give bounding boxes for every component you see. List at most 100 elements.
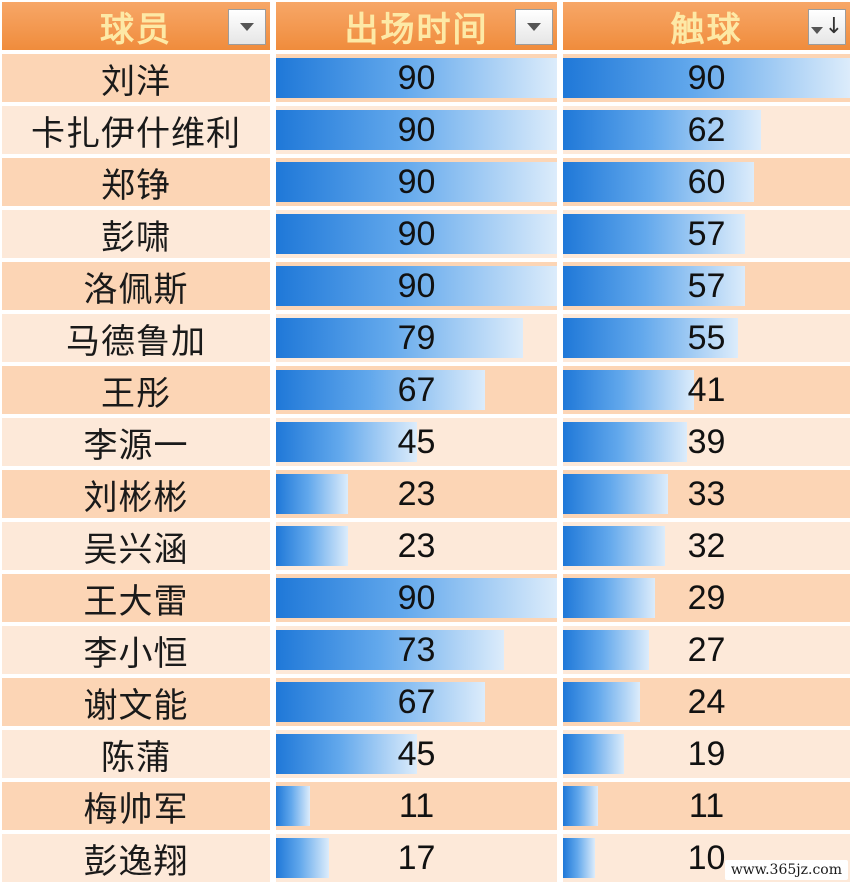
player-name: 刘彬彬 [83,477,189,518]
minutes-cell[interactable]: 73 [276,626,557,674]
table-row: 谢文能 67 24 [0,676,852,728]
touches-value: 62 [687,110,726,149]
touches-data-bar [563,838,595,878]
minutes-cell[interactable]: 79 [276,314,557,362]
touches-data-bar [563,214,745,254]
sort-descending-icon[interactable]: ↓ [808,9,846,45]
touches-value: 10 [687,838,726,877]
table-row: 郑铮 90 60 [0,156,852,208]
table-row: 卡扎伊什维利 90 62 [0,104,852,156]
minutes-data-bar [276,110,557,150]
player-name-cell[interactable]: 梅帅军 [2,782,270,830]
minutes-cell[interactable]: 23 [276,522,557,570]
touches-cell[interactable]: 24 [563,678,850,726]
minutes-cell[interactable]: 67 [276,366,557,414]
minutes-cell[interactable]: 90 [276,158,557,206]
player-name-cell[interactable]: 王彤 [2,366,270,414]
player-name: 谢文能 [83,685,189,726]
minutes-cell[interactable]: 90 [276,210,557,258]
player-name-cell[interactable]: 刘洋 [2,54,270,102]
player-name-cell[interactable]: 吴兴涵 [2,522,270,570]
touches-data-bar [563,578,655,618]
minutes-value: 90 [397,58,436,97]
minutes-value: 79 [397,318,436,357]
minutes-data-bar [276,682,485,722]
touches-cell[interactable]: 41 [563,366,850,414]
minutes-value: 73 [397,630,436,669]
minutes-cell[interactable]: 45 [276,418,557,466]
player-name-cell[interactable]: 郑铮 [2,158,270,206]
player-name: 卡扎伊什维利 [31,113,241,154]
touches-cell[interactable]: 29 [563,574,850,622]
player-name-cell[interactable]: 陈蒲 [2,730,270,778]
touches-cell[interactable]: 19 [563,730,850,778]
touches-data-bar [563,318,738,358]
player-name-cell[interactable]: 李源一 [2,418,270,466]
minutes-value: 67 [397,682,436,721]
touches-data-bar [563,162,754,202]
minutes-value: 90 [397,578,436,617]
player-name: 郑铮 [101,165,171,206]
header-player[interactable]: 球员 [2,2,270,50]
player-name-cell[interactable]: 彭啸 [2,210,270,258]
header-touches[interactable]: 触球 ↓ [563,2,850,50]
touches-data-bar [563,682,640,722]
touches-cell[interactable]: 60 [563,158,850,206]
player-name-cell[interactable]: 谢文能 [2,678,270,726]
minutes-cell[interactable]: 90 [276,106,557,154]
table-row: 李源一 45 39 [0,416,852,468]
header-minutes[interactable]: 出场时间 [276,2,557,50]
minutes-cell[interactable]: 17 [276,834,557,882]
minutes-cell[interactable]: 23 [276,470,557,518]
minutes-value: 90 [397,110,436,149]
player-name-cell[interactable]: 李小恒 [2,626,270,674]
touches-data-bar [563,630,649,670]
minutes-value: 45 [397,734,436,773]
touches-cell[interactable]: 32 [563,522,850,570]
touches-data-bar [563,734,624,774]
minutes-cell[interactable]: 90 [276,262,557,310]
player-name-cell[interactable]: 王大雷 [2,574,270,622]
touches-cell[interactable]: 62 [563,106,850,154]
player-name-cell[interactable]: 卡扎伊什维利 [2,106,270,154]
touches-value: 60 [687,162,726,201]
touches-cell[interactable]: 57 [563,262,850,310]
header-minutes-label: 出场时间 [344,9,489,50]
minutes-data-bar [276,578,557,618]
touches-cell[interactable]: 27 [563,626,850,674]
minutes-value: 45 [397,422,436,461]
player-name: 洛佩斯 [83,269,189,310]
table-row: 马德鲁加 79 55 [0,312,852,364]
minutes-value: 17 [397,838,436,877]
player-name: 陈蒲 [101,737,171,778]
player-name-cell[interactable]: 刘彬彬 [2,470,270,518]
minutes-data-bar [276,266,557,306]
player-name-cell[interactable]: 彭逸翔 [2,834,270,882]
player-name: 吴兴涵 [83,529,189,570]
touches-cell[interactable]: 39 [563,418,850,466]
player-name: 王彤 [101,373,171,414]
touches-cell[interactable]: 11 [563,782,850,830]
table-row: 王彤 67 41 [0,364,852,416]
minutes-cell[interactable]: 11 [276,782,557,830]
player-name-cell[interactable]: 洛佩斯 [2,262,270,310]
touches-cell[interactable]: 57 [563,210,850,258]
touches-data-bar [563,58,850,98]
filter-dropdown-icon[interactable] [228,9,266,45]
minutes-cell[interactable]: 90 [276,574,557,622]
touches-data-bar [563,370,694,410]
touches-cell[interactable]: 90 [563,54,850,102]
touches-value: 27 [687,630,726,669]
player-name-cell[interactable]: 马德鲁加 [2,314,270,362]
touches-data-bar [563,266,745,306]
watermark: www.365jz.com [724,860,848,880]
filter-dropdown-icon[interactable] [515,9,553,45]
minutes-cell[interactable]: 90 [276,54,557,102]
minutes-cell[interactable]: 67 [276,678,557,726]
minutes-data-bar [276,214,557,254]
minutes-cell[interactable]: 45 [276,730,557,778]
touches-cell[interactable]: 33 [563,470,850,518]
minutes-value: 90 [397,266,436,305]
touches-cell[interactable]: 55 [563,314,850,362]
minutes-data-bar [276,474,348,514]
